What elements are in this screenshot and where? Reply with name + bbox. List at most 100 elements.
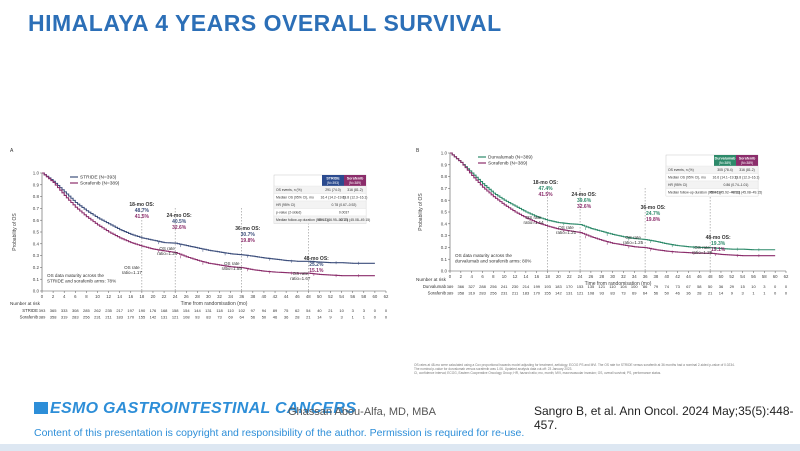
number-at-risk-value: 100: [631, 284, 638, 289]
summary-table-row-label: HR (95% CI): [668, 183, 687, 187]
number-at-risk-value: 393: [39, 308, 46, 313]
x-tick-label: 40: [664, 274, 669, 279]
x-tick-label: 32: [217, 294, 222, 299]
summary-table-cell: 48.46 (45.92–49.81): [710, 190, 741, 194]
os-rate-ratio-label: OS rate: [558, 225, 574, 230]
number-at-risk-value: 36: [719, 284, 724, 289]
number-at-risk-value: 183: [523, 291, 530, 296]
number-at-risk-value: 155: [139, 315, 146, 320]
number-at-risk-value: 58: [697, 284, 702, 289]
x-tick-label: 14: [117, 294, 122, 299]
summary-table-cell: 47.31 (45.08–49.15): [340, 218, 371, 222]
number-at-risk-value: 69: [632, 291, 637, 296]
summary-table-header: Sorafenib: [739, 157, 756, 161]
number-at-risk-value: 0: [774, 291, 777, 296]
x-tick-label: 36: [643, 274, 648, 279]
number-at-risk-value: 62: [295, 308, 300, 313]
number-at-risk-value: 319: [61, 315, 68, 320]
summary-table-header-cell: [322, 175, 344, 186]
x-tick-label: 22: [162, 294, 167, 299]
number-at-risk-value: 46: [675, 291, 680, 296]
os-rate-treatment: 19.3%: [711, 241, 726, 247]
summary-table-cell: 0.0037: [339, 210, 349, 214]
number-at-risk-value: 183: [555, 284, 562, 289]
km-panel-b: B 0.0 0.1 0.2 0.3 0.4 0.5 0.6 0.7 0.8 0.9 1.0 Probab…: [410, 143, 798, 368]
number-at-risk-value: 93: [600, 291, 605, 296]
x-tick-label: 4: [63, 294, 66, 299]
x-tick-label: 0: [449, 274, 452, 279]
x-axis-label: Time from randomisation (mo): [181, 301, 248, 307]
number-at-risk-value: 319: [468, 291, 475, 296]
number-at-risk-value: 131: [161, 315, 168, 320]
summary-table-header-n: (N=389): [349, 181, 361, 185]
number-at-risk-value: 131: [566, 291, 573, 296]
y-axis-label: Probability of OS: [418, 193, 424, 231]
number-at-risk-value: 75: [284, 308, 289, 313]
number-at-risk-value: 0: [785, 284, 788, 289]
number-at-risk-value: 28: [697, 291, 702, 296]
x-tick-label: 26: [589, 274, 594, 279]
x-tick-label: 22: [567, 274, 572, 279]
number-at-risk-value: 10: [339, 308, 344, 313]
number-at-risk-value: 36: [686, 291, 691, 296]
os-rate-sorafenib: 32.6%: [172, 225, 187, 231]
y-tick-label: 0.0: [441, 269, 448, 274]
number-at-risk-value: 121: [598, 284, 605, 289]
number-at-risk-value: 211: [512, 291, 519, 296]
x-tick-label: 28: [195, 294, 200, 299]
number-at-risk-value: 54: [306, 308, 311, 313]
summary-table-row: [273, 215, 367, 224]
number-at-risk-value: 56: [251, 315, 256, 320]
summary-table-header-n: (N=389): [719, 161, 731, 165]
x-tick-label: 60: [373, 294, 378, 299]
os-rate-ratio-label: OS rate: [625, 235, 641, 240]
x-tick-label: 10: [502, 274, 507, 279]
x-tick-label: 12: [106, 294, 111, 299]
os-rate-sorafenib: 15.1%: [309, 268, 324, 274]
os-landmark-label: 18-mo OS:: [533, 180, 558, 186]
number-at-risk-value: 110: [227, 308, 234, 313]
y-tick-label: 0.7: [33, 206, 40, 211]
number-at-risk-value: 83: [610, 291, 615, 296]
number-at-risk-label: Durvalumab: [423, 284, 447, 289]
os-rate-sorafenib: 15.1%: [711, 247, 726, 253]
os-landmark-label: 48-mo OS:: [304, 256, 329, 262]
os-rate-ratio-label: OS rate: [224, 261, 240, 266]
number-at-risk-value: 108: [183, 315, 190, 320]
number-at-risk-value: 69: [228, 315, 233, 320]
os-rate-ratio-label: OS rate: [293, 271, 309, 276]
x-tick-label: 42: [675, 274, 680, 279]
os-rate-ratio-value: ratio=1.14: [523, 220, 544, 225]
os-rate-sorafenib: 32.6%: [577, 204, 592, 210]
number-at-risk-value: 0: [385, 315, 388, 320]
number-at-risk-value: 142: [555, 291, 562, 296]
y-tick-label: 0.8: [441, 174, 448, 179]
x-tick-label: 58: [762, 274, 767, 279]
number-at-risk-value: 104: [620, 284, 627, 289]
number-at-risk-value: 97: [251, 308, 256, 313]
number-at-risk-value: 3: [340, 315, 343, 320]
summary-table-header-n: (N=389): [741, 161, 753, 165]
number-at-risk-value: 217: [116, 308, 123, 313]
summary-table-row: [665, 188, 759, 197]
y-tick-label: 0.3: [33, 253, 40, 258]
y-tick-label: 0.4: [441, 221, 448, 226]
y-tick-label: 0.9: [33, 182, 40, 187]
summary-table-cell: 16.6 (14.1–19.1): [713, 175, 738, 179]
number-at-risk-value: 285: [83, 308, 90, 313]
y-tick-label: 0.9: [441, 162, 448, 167]
y-tick-label: 0.5: [441, 210, 448, 215]
number-at-risk-value: 28: [295, 315, 300, 320]
summary-table-header: Durvalumab: [715, 157, 737, 161]
os-rate-ratio-value: ratio=1.25: [623, 240, 644, 245]
number-at-risk-value: 199: [533, 284, 540, 289]
number-at-risk-value: 73: [217, 315, 222, 320]
number-at-risk-value: 308: [72, 308, 79, 313]
number-at-risk-value: 50: [665, 291, 670, 296]
number-at-risk-value: 83: [206, 315, 211, 320]
x-tick-label: 44: [284, 294, 289, 299]
km-curve-sorafenib: [42, 172, 375, 277]
number-at-risk-value: 256: [490, 284, 497, 289]
os-rate-treatment: 47.4%: [538, 186, 553, 192]
panel-label: A: [10, 148, 14, 154]
